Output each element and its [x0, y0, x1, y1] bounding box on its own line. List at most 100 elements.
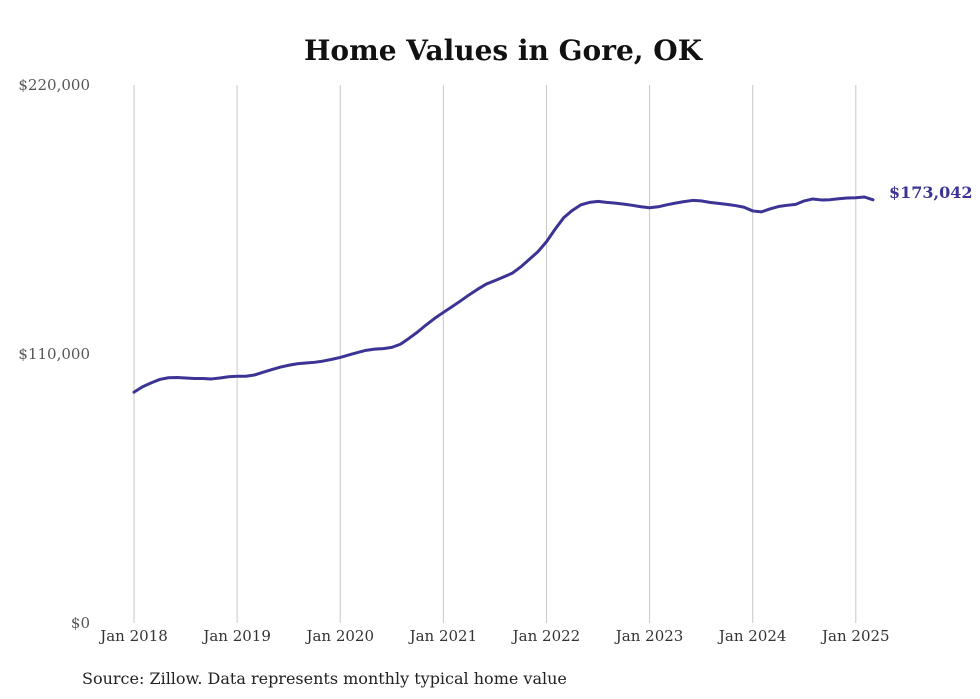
data-point [390, 346, 393, 349]
y-tick-label: $110,000 [18, 345, 90, 363]
data-point [218, 376, 221, 379]
data-point [665, 203, 668, 206]
data-point [639, 205, 642, 208]
data-point [622, 203, 625, 206]
data-point [768, 207, 771, 210]
data-point [236, 375, 239, 378]
series-line [132, 195, 875, 394]
data-point [554, 228, 557, 231]
data-point [674, 202, 677, 205]
data-point [158, 378, 161, 381]
data-point [279, 366, 282, 369]
data-point [365, 349, 368, 352]
data-point [691, 199, 694, 202]
data-point [872, 198, 875, 201]
data-point [150, 381, 153, 384]
data-point [201, 377, 204, 380]
data-point [579, 203, 582, 206]
data-point [175, 376, 178, 379]
data-point [803, 199, 806, 202]
data-point [313, 361, 316, 364]
data-point [562, 216, 565, 219]
data-point [407, 337, 410, 340]
data-point [863, 196, 866, 199]
data-point [330, 358, 333, 361]
data-point [416, 330, 419, 333]
x-tick-label: Jan 2023 [614, 627, 684, 645]
data-point [296, 362, 299, 365]
data-point [373, 348, 376, 351]
x-tick-label: Jan 2020 [304, 627, 374, 645]
x-tick-label: Jan 2024 [717, 627, 787, 645]
data-point [725, 203, 728, 206]
data-point [751, 209, 754, 212]
data-point [760, 210, 763, 213]
data-point [657, 205, 660, 208]
data-point [244, 375, 247, 378]
data-point [210, 377, 213, 380]
data-point [167, 376, 170, 379]
data-point [545, 240, 548, 243]
data-point [193, 377, 196, 380]
data-point [270, 368, 273, 371]
data-point [519, 265, 522, 268]
source-note: Source: Zillow. Data represents monthly … [82, 669, 567, 688]
data-point [511, 272, 514, 275]
data-point [700, 199, 703, 202]
data-point [682, 200, 685, 203]
data-point [648, 206, 651, 209]
data-point [468, 293, 471, 296]
data-point [347, 353, 350, 356]
data-point [605, 201, 608, 204]
data-point [133, 391, 136, 394]
data-point [433, 317, 436, 320]
y-axis-ticks: $0 $110,000 $220,000 [18, 76, 90, 632]
data-point [571, 209, 574, 212]
data-point [734, 204, 737, 207]
data-point [287, 364, 290, 367]
data-point [476, 288, 479, 291]
data-point [786, 204, 789, 207]
data-point [493, 279, 496, 282]
series-layer [132, 195, 875, 394]
y-tick-label: $0 [71, 614, 90, 632]
x-tick-label: Jan 2019 [201, 627, 271, 645]
data-point [339, 356, 342, 359]
data-point [184, 376, 187, 379]
data-point [485, 283, 488, 286]
x-tick-label: Jan 2022 [511, 627, 581, 645]
data-point [811, 197, 814, 200]
data-point [450, 305, 453, 308]
data-point [837, 197, 840, 200]
data-point [261, 371, 264, 374]
gridlines [133, 85, 857, 623]
data-point [304, 362, 307, 365]
end-value-label: $173,042 [889, 183, 973, 202]
data-point [846, 196, 849, 199]
data-point [597, 200, 600, 203]
x-tick-label: Jan 2021 [408, 627, 478, 645]
data-point [717, 202, 720, 205]
data-point [442, 311, 445, 314]
data-point [854, 196, 857, 199]
data-point [322, 360, 325, 363]
chart-title: Home Values in Gore, OK [304, 34, 704, 67]
x-tick-label: Jan 2018 [98, 627, 168, 645]
data-point [382, 347, 385, 350]
data-point [502, 275, 505, 278]
y-tick-label: $220,000 [18, 76, 90, 94]
data-point [777, 205, 780, 208]
data-point [399, 343, 402, 346]
data-point [829, 198, 832, 201]
data-point [356, 351, 359, 354]
data-point [820, 198, 823, 201]
data-point [794, 203, 797, 206]
data-point [528, 258, 531, 261]
data-point [708, 201, 711, 204]
data-point [614, 202, 617, 205]
data-point [631, 204, 634, 207]
data-point [536, 250, 539, 253]
x-tick-label: Jan 2025 [820, 627, 890, 645]
data-point [253, 374, 256, 377]
